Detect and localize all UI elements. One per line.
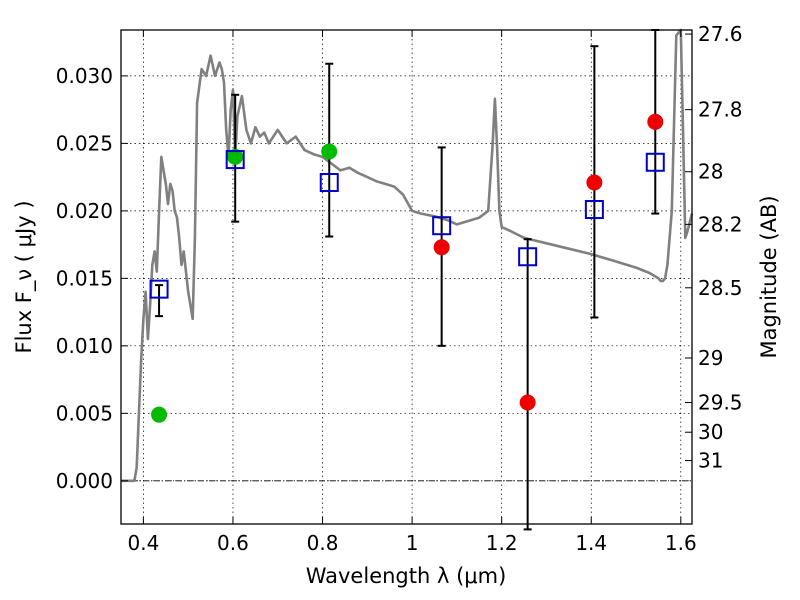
right-tick-label: 28.5 [698, 276, 743, 300]
y-tick-label: 0.020 [56, 199, 113, 223]
red-point [433, 239, 450, 256]
y-tick-label: 0.010 [56, 334, 113, 358]
grid [121, 30, 692, 524]
right-tick-label: 30 [698, 420, 723, 444]
plot-frame [120, 29, 693, 525]
blue-square-point [645, 152, 665, 172]
green-point [321, 143, 338, 160]
x-tick-label: 0.6 [217, 531, 249, 555]
x-tick-label: 0.8 [307, 531, 339, 555]
x-tick-label: 1.2 [486, 531, 518, 555]
right-tick-label: 31 [698, 449, 723, 473]
right-tick-label: 27.6 [698, 22, 743, 46]
y-axis-label: Flux F_ν ( μJy ) [12, 200, 37, 353]
green-point [151, 406, 168, 423]
blue-square-point [149, 279, 169, 299]
y-tick-label: 0.000 [56, 469, 113, 493]
right-tick-label: 28.2 [698, 212, 743, 236]
blue-square-point [319, 173, 339, 193]
y-tick-label: 0.015 [56, 266, 113, 290]
right-tick-label: 29.5 [698, 391, 743, 415]
red-point [647, 113, 664, 130]
blue-square-point [584, 200, 604, 220]
x-tick-label: 0.4 [127, 531, 159, 555]
y-tick-label: 0.005 [56, 401, 113, 425]
ticks: 0.4 0.6 0.8 1 1.2 1.4 1.6 0.000 0.005 0.010 0.015 0… [56, 22, 743, 555]
red-point [586, 174, 603, 191]
right-axis-label: Magnitude (AB) [757, 195, 781, 358]
y-tick-label: 0.030 [56, 64, 113, 88]
blue-square-point [432, 216, 452, 236]
right-tick-label: 29 [698, 346, 723, 370]
plot-area [121, 28, 694, 531]
red-point [519, 394, 536, 411]
x-tick-label: 1 [406, 531, 419, 555]
right-tick-label: 28 [698, 160, 723, 184]
model-sed-line [121, 28, 694, 483]
x-tick-label: 1.6 [665, 531, 697, 555]
right-tick-label: 27.8 [698, 98, 743, 122]
x-tick-label: 1.4 [575, 531, 607, 555]
x-axis-label: Wavelength λ (μm) [306, 564, 507, 588]
blue-square-point [225, 150, 245, 170]
blue-square-point [518, 247, 538, 267]
y-tick-label: 0.025 [56, 131, 113, 155]
